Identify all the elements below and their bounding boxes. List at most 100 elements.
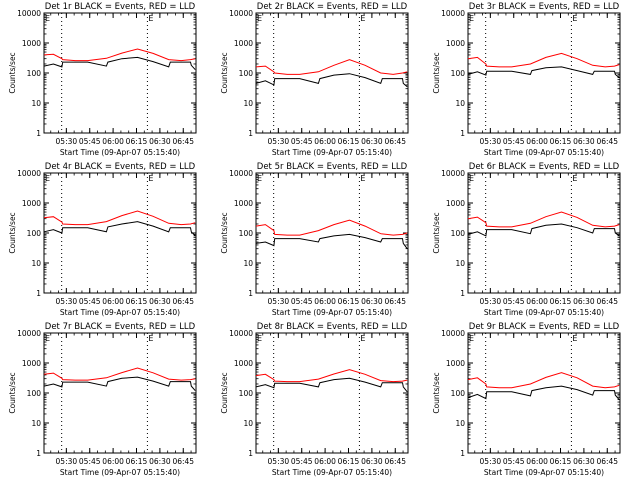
x-tick-label: 06:30 [149, 137, 171, 146]
corner-mark-right: E [360, 334, 365, 343]
y-tick-label: 1 [36, 449, 41, 458]
panel-title: Det 8r BLACK = Events, RED = LLD [257, 322, 408, 332]
x-tick-label: 06:30 [573, 457, 595, 466]
x-tick-label: 06:45 [596, 137, 618, 146]
series-lld [43, 48, 196, 62]
x-tick-label: 06:15 [338, 457, 360, 466]
x-tick-label: 06:15 [338, 137, 360, 146]
corner-mark-left: E [45, 174, 50, 183]
y-tick-label: 1 [248, 449, 253, 458]
y-tick-label: 1000 [22, 199, 41, 208]
x-tick-label: 05:45 [291, 457, 313, 466]
y-tick-label: 10000 [17, 9, 41, 18]
x-tick-label: 06:00 [526, 297, 548, 306]
series-lld [43, 210, 196, 226]
series-events [255, 73, 408, 88]
panel-det-7: Det 7r BLACK = Events, RED = LLD Counts/s… [8, 322, 197, 477]
corner-mark-right: E [148, 334, 153, 343]
series-lld [255, 219, 408, 236]
x-tick-label: 06:30 [361, 137, 383, 146]
y-tick-label: 1 [248, 129, 253, 138]
y-tick-label: 1 [36, 129, 41, 138]
series-events [467, 223, 620, 237]
y-axis-label: Counts/sec [432, 372, 441, 413]
y-tick-label: 100 [451, 389, 466, 398]
series-lld [43, 367, 196, 381]
y-tick-label: 10 [243, 99, 253, 108]
panel-title: Det 2r BLACK = Events, RED = LLD [257, 2, 408, 12]
y-tick-label: 1 [248, 289, 253, 298]
x-tick-label: 06:30 [361, 457, 383, 466]
x-axis-label: Start Time (09-Apr-07 05:15:40) [272, 148, 392, 157]
x-tick-label: 06:30 [361, 297, 383, 306]
y-tick-label: 1000 [234, 39, 253, 48]
x-tick-label: 06:45 [172, 457, 194, 466]
y-tick-label: 1 [460, 129, 465, 138]
panel-det-1: Det 1r BLACK = Events, RED = LLD Counts/s… [8, 2, 197, 157]
corner-mark-right: E [572, 334, 577, 343]
x-tick-label: 06:15 [550, 137, 572, 146]
series-events [255, 377, 408, 393]
y-tick-label: 1000 [22, 39, 41, 48]
x-tick-label: 06:00 [314, 137, 336, 146]
y-tick-label: 10000 [229, 9, 253, 18]
corner-mark-right: E [572, 14, 577, 23]
y-tick-label: 10 [455, 419, 465, 428]
x-tick-label: 06:00 [102, 137, 124, 146]
x-tick-label: 05:45 [291, 297, 313, 306]
plot-frame [467, 332, 621, 454]
x-tick-label: 05:30 [56, 297, 78, 306]
x-tick-label: 05:45 [503, 137, 525, 146]
y-tick-label: 100 [239, 389, 254, 398]
panel-det-4: Det 4r BLACK = Events, RED = LLD Counts/s… [8, 162, 197, 317]
x-tick-label: 05:45 [79, 137, 101, 146]
y-tick-label: 100 [451, 69, 466, 78]
x-axis-label: Start Time (09-Apr-07 05:15:40) [484, 468, 604, 477]
y-tick-label: 10 [31, 259, 41, 268]
x-tick-label: 06:15 [126, 297, 148, 306]
corner-mark-left: E [257, 174, 262, 183]
x-tick-label: 06:30 [149, 457, 171, 466]
series-lld [467, 372, 620, 389]
corner-mark-right: E [360, 14, 365, 23]
y-tick-label: 10 [31, 99, 41, 108]
y-tick-label: 10 [31, 419, 41, 428]
panel-det-5: Det 5r BLACK = Events, RED = LLD Counts/s… [220, 162, 409, 317]
series-events [43, 376, 196, 391]
x-tick-label: 06:15 [338, 297, 360, 306]
corner-mark-right: E [148, 14, 153, 23]
x-axis-label: Start Time (09-Apr-07 05:15:40) [272, 468, 392, 477]
panel-title: Det 4r BLACK = Events, RED = LLD [45, 162, 196, 172]
series-events [467, 66, 620, 78]
x-tick-label: 06:45 [384, 297, 406, 306]
plot-frame [255, 332, 409, 454]
panel-det-3: Det 3r BLACK = Events, RED = LLD Counts/s… [432, 2, 621, 157]
series-lld [467, 52, 620, 68]
x-tick-label: 06:00 [102, 457, 124, 466]
series-events [43, 56, 196, 70]
y-tick-label: 10 [243, 259, 253, 268]
y-tick-label: 1 [36, 289, 41, 298]
series-lld [467, 211, 620, 228]
y-tick-label: 10000 [229, 169, 253, 178]
x-tick-label: 06:30 [149, 297, 171, 306]
y-tick-label: 10000 [17, 169, 41, 178]
y-tick-label: 100 [451, 229, 466, 238]
x-tick-label: 06:45 [172, 297, 194, 306]
x-axis-label: Start Time (09-Apr-07 05:15:40) [484, 308, 604, 317]
series-lld [255, 369, 408, 383]
panel-title: Det 1r BLACK = Events, RED = LLD [45, 2, 196, 12]
y-axis-label: Counts/sec [8, 372, 17, 413]
corner-mark-right: E [572, 174, 577, 183]
x-tick-label: 05:30 [56, 457, 78, 466]
x-tick-label: 06:30 [573, 297, 595, 306]
x-tick-label: 06:45 [384, 457, 406, 466]
x-tick-label: 05:30 [480, 297, 502, 306]
panel-det-6: Det 6r BLACK = Events, RED = LLD Counts/s… [432, 162, 621, 317]
series-events [467, 385, 620, 401]
y-tick-label: 1 [460, 289, 465, 298]
y-axis-label: Counts/sec [220, 52, 229, 93]
y-tick-label: 100 [27, 69, 42, 78]
x-tick-label: 06:45 [172, 137, 194, 146]
